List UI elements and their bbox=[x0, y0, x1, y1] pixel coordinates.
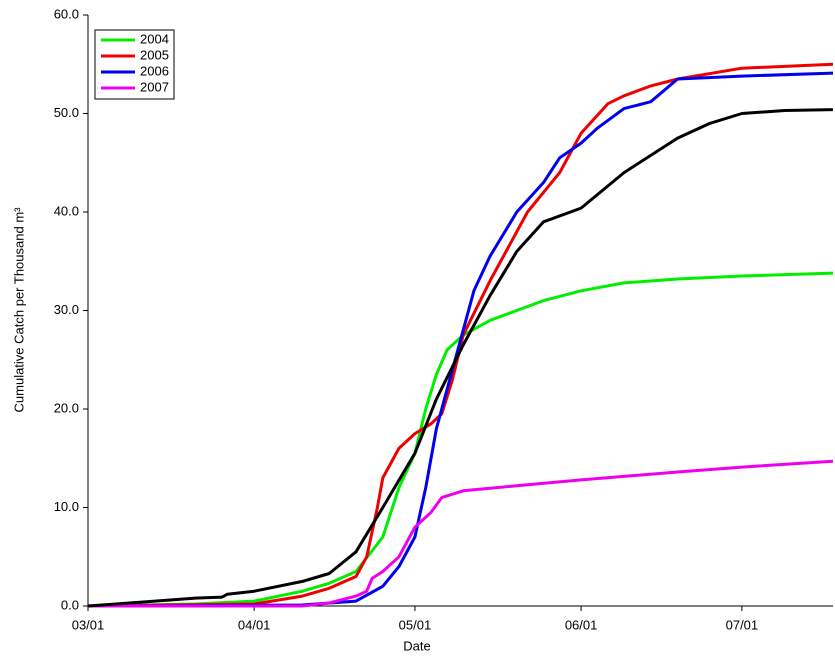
series-line bbox=[88, 459, 834, 608]
y-tick-label: 20.0 bbox=[54, 400, 79, 415]
y-tick-label: 0.0 bbox=[61, 597, 79, 612]
series-line bbox=[87, 71, 834, 608]
x-axis-label: Date bbox=[403, 638, 430, 653]
legend-label: 2005 bbox=[140, 47, 169, 62]
legend-label: 2004 bbox=[140, 31, 169, 46]
y-tick-label: 30.0 bbox=[54, 302, 79, 317]
x-tick-label: 04/01 bbox=[238, 617, 271, 632]
x-tick-label: 07/01 bbox=[726, 617, 759, 632]
legend-label: 2007 bbox=[140, 79, 169, 94]
series-line bbox=[87, 108, 834, 608]
series-line bbox=[87, 271, 834, 608]
y-tick-label: 40.0 bbox=[54, 203, 79, 218]
series-line bbox=[87, 62, 834, 608]
legend-label: 2006 bbox=[140, 63, 169, 78]
x-tick-label: 06/01 bbox=[565, 617, 598, 632]
x-tick-label: 03/01 bbox=[72, 617, 105, 632]
x-tick-label: 05/01 bbox=[399, 617, 432, 632]
y-tick-label: 60.0 bbox=[54, 6, 79, 21]
y-tick-label: 50.0 bbox=[54, 105, 79, 120]
y-axis-label: Cumulative Catch per Thousand m³ bbox=[11, 207, 26, 413]
y-tick-label: 10.0 bbox=[54, 499, 79, 514]
